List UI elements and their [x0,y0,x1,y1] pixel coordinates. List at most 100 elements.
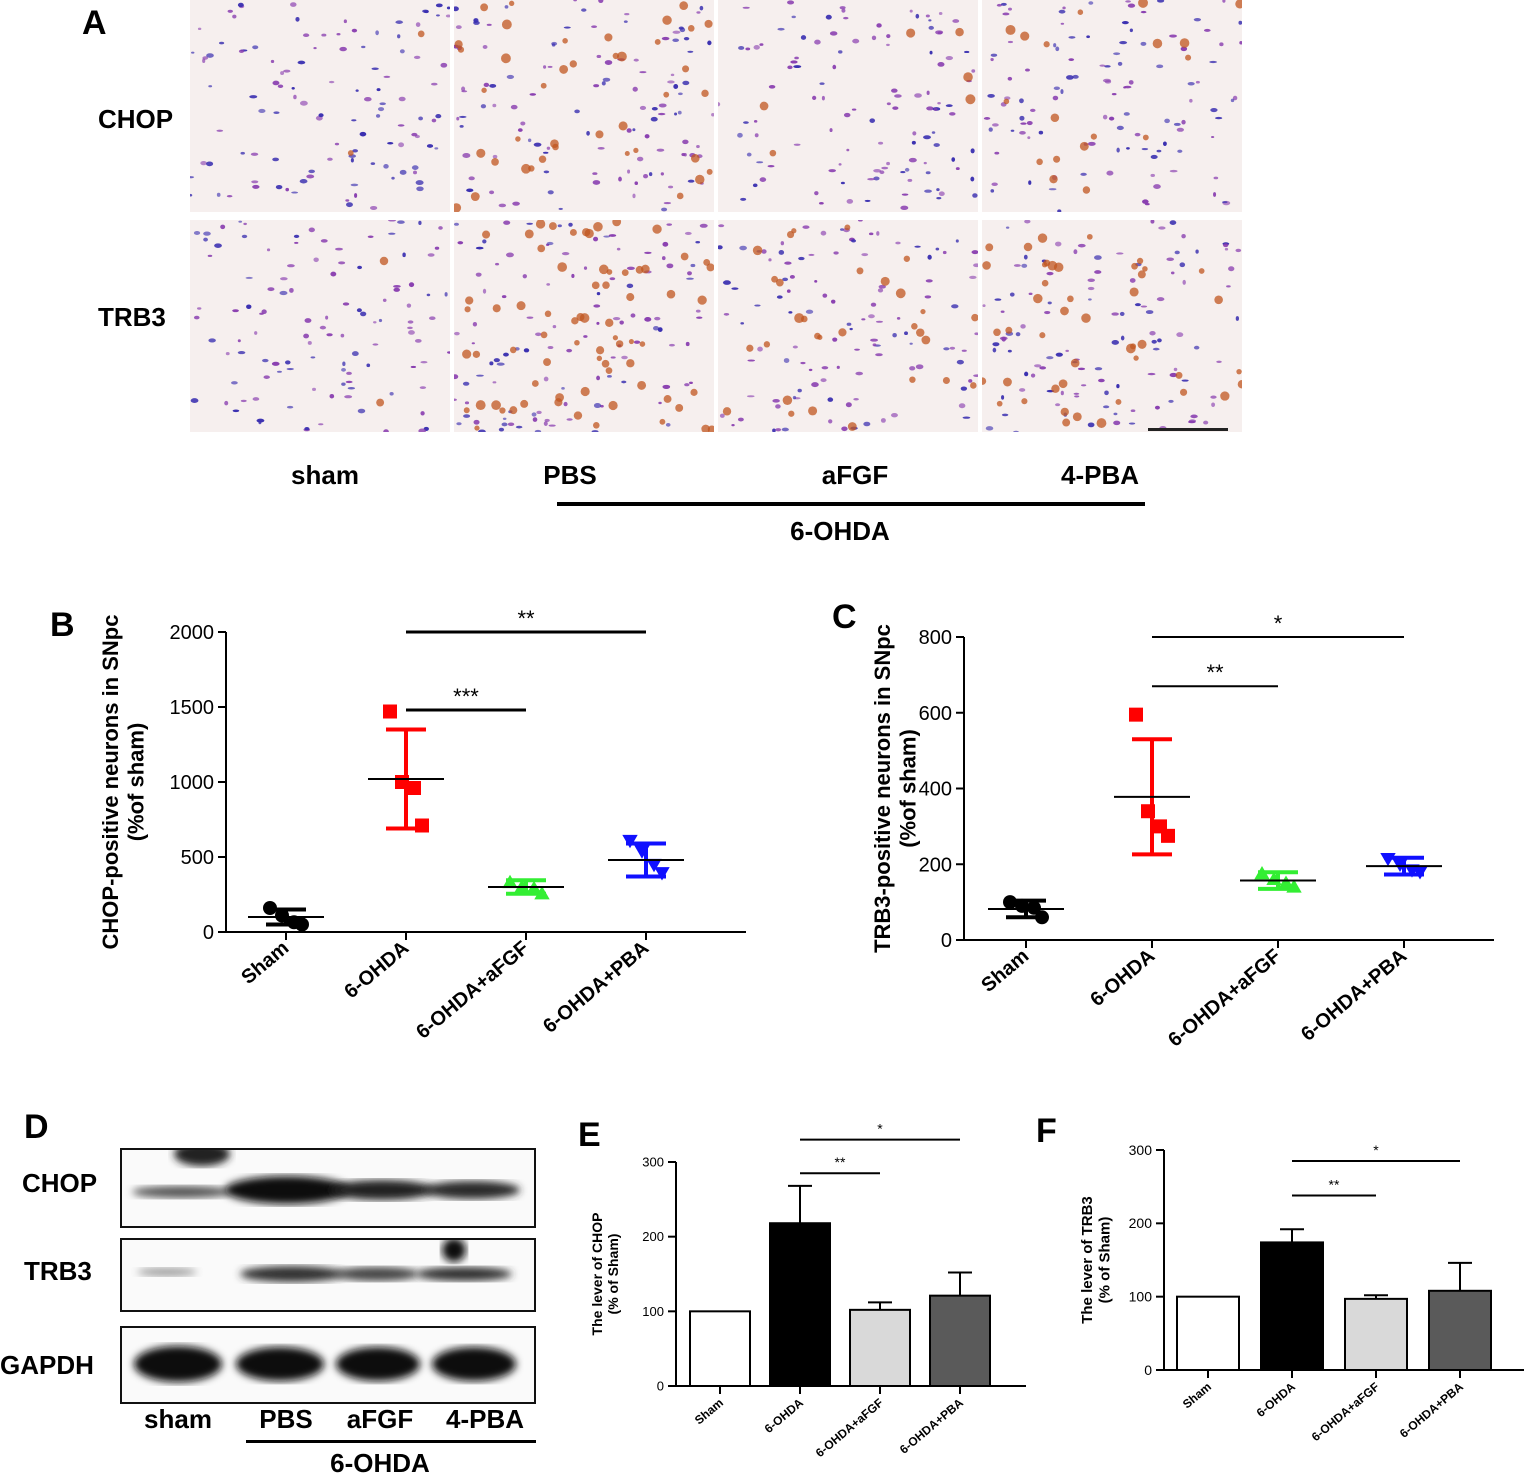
nucleus [359,131,367,137]
nucleus [904,167,910,172]
positive-cell [521,163,531,174]
nucleus [666,263,674,269]
nucleus [345,199,350,202]
nucleus [896,317,901,320]
nucleus [295,16,300,22]
nucleus [398,96,406,102]
nucleus [361,45,366,49]
positive-cell [543,358,552,366]
nucleus [811,382,819,388]
nucleus [1170,271,1175,275]
positive-cell [515,136,521,142]
nucleus [459,125,464,128]
nucleus [909,366,916,371]
nucleus [1195,80,1200,84]
nucleus [623,20,628,23]
blot-band [335,1267,419,1281]
chart-f-trb3-level: 0 100 200 300 Sham 6-OHDA 6-OHDA+aFGF 6-OHDA+PB… [1079,1142,1524,1444]
nucleus [546,283,551,286]
positive-cell [800,315,808,323]
nucleus [756,161,764,164]
positive-cell [501,19,512,30]
nucleus [364,96,372,102]
nucleus [1125,0,1131,3]
nucleus [949,346,956,350]
nucleus [418,220,422,226]
positive-cell [509,346,517,354]
nucleus [1215,116,1223,120]
nucleus [489,361,494,366]
nucleus [757,346,763,352]
x-tick-label: 6-OHDA+aFGF [1164,945,1285,1052]
nucleus [672,38,680,42]
positive-cell [808,406,818,416]
nucleus [1162,141,1167,147]
nucleus [783,358,790,364]
x-tick-label: 6-OHDA [1086,945,1159,1011]
nucleus [683,36,690,41]
nucleus [973,263,978,268]
nucleus [224,400,229,406]
data-point [415,818,429,833]
positive-cell [347,150,354,156]
nucleus [951,157,956,162]
positive-cell [1129,287,1139,297]
nucleus [329,393,335,399]
y-tick-label: 2000 [170,622,215,644]
positive-cell [701,424,710,432]
nucleus [718,224,725,228]
nucleus [974,332,978,336]
positive-cell [911,323,918,330]
nucleus [782,277,789,282]
nucleus [376,88,381,92]
nucleus [202,58,206,63]
positive-cell [491,400,501,411]
nucleus [190,176,195,179]
nucleus [1001,395,1005,400]
nucleus [302,33,310,37]
positive-cell [970,382,977,389]
positive-cell [895,288,906,299]
nucleus [237,339,241,343]
positive-cell [576,313,585,322]
positive-cell [906,28,916,38]
nucleus [800,361,806,365]
nucleus [598,0,604,4]
nucleus [784,261,792,265]
nucleus [1088,298,1092,301]
nucleus [745,47,751,51]
nucleus [1210,107,1218,113]
nucleus [546,146,551,150]
positive-cell [652,224,662,234]
nucleus [684,231,692,235]
nucleus [1140,41,1147,46]
nucleus [543,421,548,426]
nucleus [250,152,259,156]
positive-cell [616,51,627,62]
nucleus [1068,58,1075,62]
nucleus [527,138,532,143]
positive-cell [1079,141,1089,151]
nucleus [492,154,498,159]
nucleus [1048,188,1057,191]
nucleus [1223,243,1229,248]
positive-cell [1138,0,1148,8]
nucleus [1140,305,1148,308]
positive-cell [763,341,771,348]
positive-cell [838,328,847,337]
nucleus [996,3,1002,7]
nucleus [338,261,346,265]
nucleus [1052,95,1059,101]
nucleus [841,8,846,13]
nucleus [722,280,731,285]
positive-cell [1047,260,1058,271]
positive-cell [1185,54,1192,61]
positive-cell [1086,233,1093,240]
nucleus [1046,356,1054,360]
nucleus [252,184,260,189]
nucleus [526,222,533,225]
nucleus [543,376,549,382]
positive-cell [516,301,526,311]
nucleus [873,169,882,173]
significance-label: ** [835,1154,846,1170]
